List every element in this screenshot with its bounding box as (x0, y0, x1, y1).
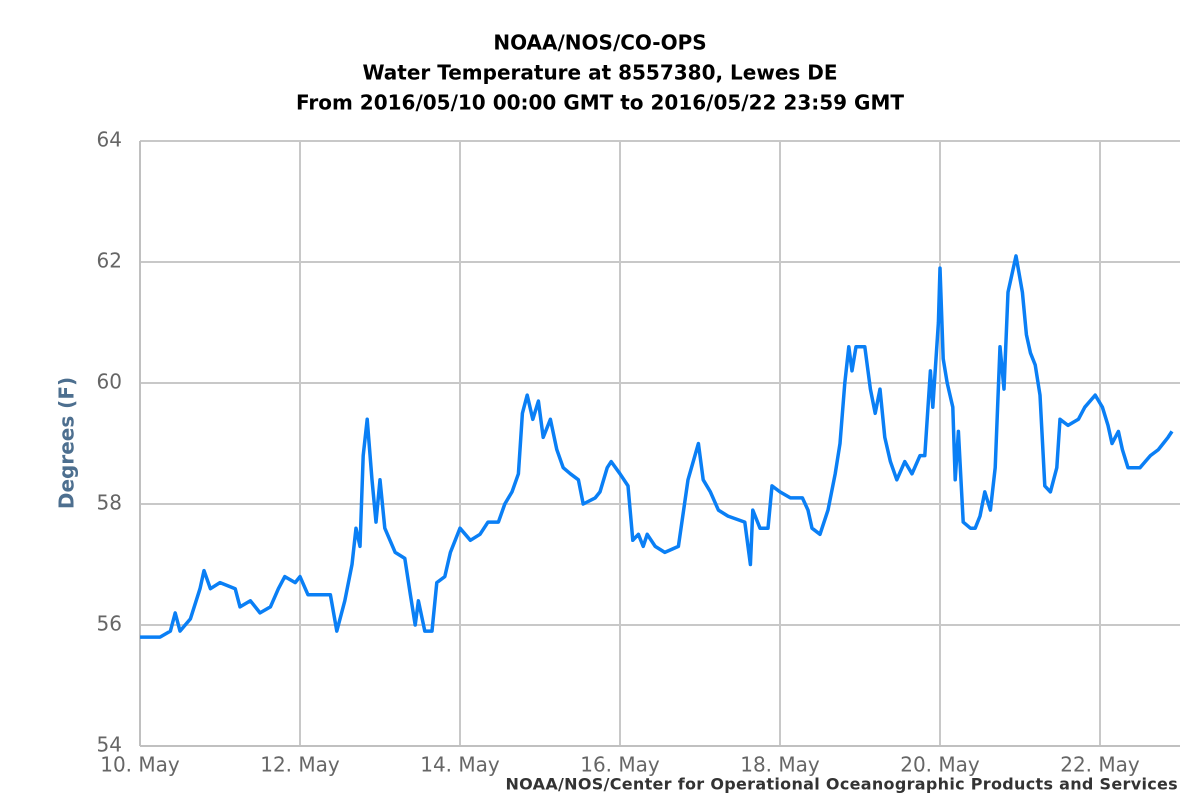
chart-title: NOAA/NOS/CO-OPS (493, 31, 706, 55)
y-axis-label: Degrees (F) (55, 377, 79, 509)
x-tick-label: 14. May (420, 753, 500, 777)
y-tick-label: 60 (97, 370, 122, 394)
chart-title: From 2016/05/10 00:00 GMT to 2016/05/22 … (296, 91, 904, 115)
y-tick-label: 54 (97, 733, 122, 757)
x-tick-label: 10. May (100, 753, 180, 777)
y-tick-label: 56 (97, 612, 122, 636)
y-tick-label: 64 (97, 128, 122, 152)
x-tick-label: 20. May (900, 753, 980, 777)
data-line (140, 254, 1174, 639)
x-tick-label: 22. May (1060, 753, 1140, 777)
y-tick-label: 62 (97, 249, 122, 273)
chart-title: Water Temperature at 8557380, Lewes DE (362, 61, 837, 85)
y-tick-label: 58 (97, 491, 122, 515)
x-tick-label: 16. May (580, 753, 660, 777)
x-tick-label: 12. May (260, 753, 340, 777)
credits: NOAA/NOS/Center for Operational Oceanogr… (505, 775, 1178, 794)
x-tick-label: 18. May (740, 753, 820, 777)
